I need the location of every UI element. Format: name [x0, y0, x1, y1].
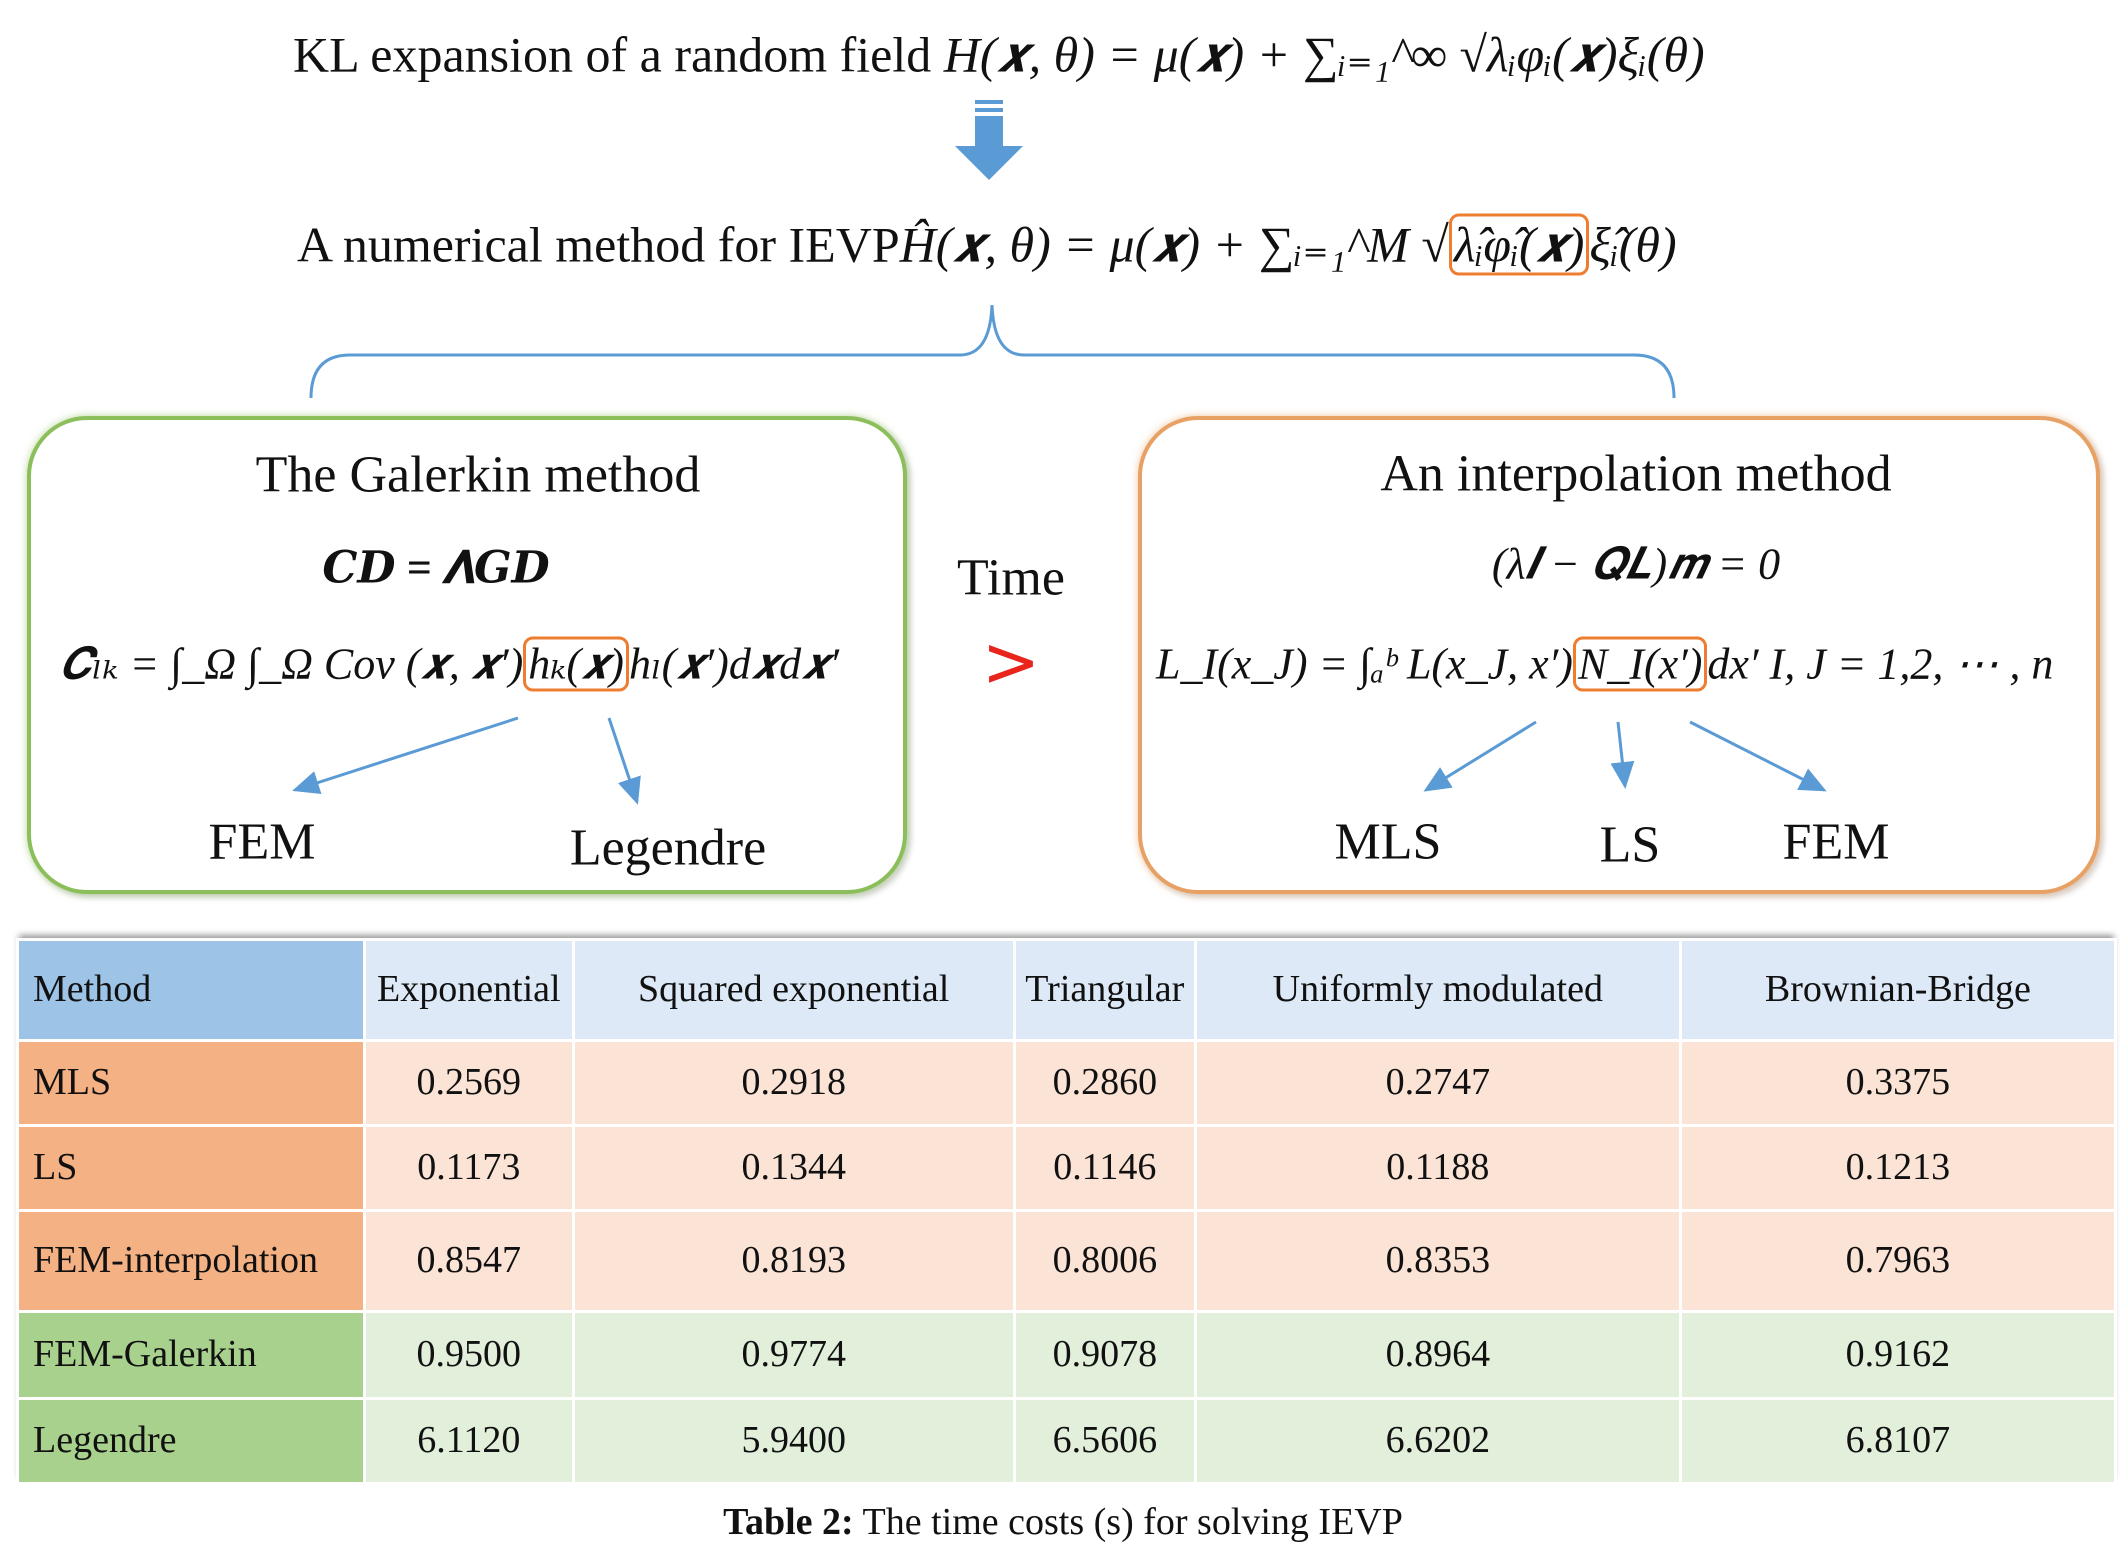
table-row: FEM-Galerkin 0.9500 0.9774 0.9078 0.8964…: [19, 1313, 2114, 1397]
value-cell: 0.2918: [574, 1042, 1013, 1124]
value-cell: 0.9774: [574, 1313, 1013, 1397]
table-row: FEM-interpolation 0.8547 0.8193 0.8006 0…: [19, 1212, 2114, 1310]
header-cell: Exponential: [366, 941, 572, 1039]
value-cell: 0.1213: [1681, 1127, 2114, 1209]
eigen-highlight: λ̂ᵢφ̂ᵢ(𝒙): [1448, 213, 1590, 276]
galerkin-formula-end: hₗ(𝒙′)d𝒙d𝒙′: [628, 639, 840, 689]
value-cell: 0.8964: [1196, 1313, 1679, 1397]
method-cell: FEM-interpolation: [19, 1212, 363, 1310]
caption-label: Table 2:: [723, 1501, 854, 1543]
time-label: Time: [957, 549, 1065, 607]
arrow-to-fem: [292, 716, 519, 795]
value-cell: 0.9162: [1681, 1313, 2114, 1397]
value-cell: 5.9400: [574, 1400, 1013, 1482]
method-cell: LS: [19, 1127, 363, 1209]
method-cell: FEM-Galerkin: [19, 1313, 363, 1397]
value-cell: 0.7963: [1681, 1212, 2114, 1310]
interpolation-formula: L_I(x_J) = ∫ₐᵇ L(x_J, x′) N_I(x′) dx′ I, J…: [1156, 636, 2054, 692]
table-header-row: Method Exponential Squared exponential T…: [19, 941, 2114, 1039]
numerical-formula-end: ξ̂ᵢ(θ): [1589, 216, 1677, 273]
label-ls: LS: [1599, 816, 1661, 874]
arrow-to-mls: [1423, 720, 1537, 792]
time-cost-table: Method Exponential Squared exponential T…: [16, 938, 2117, 1485]
value-cell: 0.1344: [574, 1127, 1013, 1209]
label-fem-interpolation: FEM: [1782, 813, 1890, 871]
kl-expansion-line: KL expansion of a random field H(𝒙, θ) =…: [293, 26, 1705, 85]
value-cell: 0.1146: [1015, 1127, 1194, 1209]
value-cell: 0.8193: [574, 1212, 1013, 1310]
value-cell: 0.2569: [366, 1042, 572, 1124]
galerkin-equation: 𝑪𝑫 = 𝚲𝑮𝑫: [322, 543, 550, 593]
connector-graphics: [309, 100, 1676, 399]
value-cell: 6.6202: [1196, 1400, 1679, 1482]
caption-text: The time costs (s) for solving IEVP: [853, 1501, 1403, 1543]
table-row: LS 0.1173 0.1344 0.1146 0.1188 0.1213: [19, 1127, 2114, 1209]
value-cell: 0.3375: [1681, 1042, 2114, 1124]
galerkin-formula: 𝑪ₗₖ = ∫_Ω ∫_Ω Cov (𝒙, 𝒙′) hₖ(𝒙) hₗ(𝒙′)d𝒙d𝒙…: [60, 636, 840, 692]
value-cell: 0.1188: [1196, 1127, 1679, 1209]
greater-than-symbol: >: [981, 621, 1041, 703]
header-cell: Method: [19, 941, 363, 1039]
numerical-method-line: A numerical method for IEVPĤ(𝒙, θ) = μ(𝒙…: [297, 213, 1677, 276]
value-cell: 6.1120: [366, 1400, 572, 1482]
value-cell: 6.8107: [1681, 1400, 2114, 1482]
basis-highlight: hₖ(𝒙): [523, 636, 629, 692]
value-cell: 0.8353: [1196, 1212, 1679, 1310]
table-row: Legendre 6.1120 5.9400 6.5606 6.6202 6.8…: [19, 1400, 2114, 1482]
method-cell: MLS: [19, 1042, 363, 1124]
label-legendre: Legendre: [569, 819, 767, 877]
interpolation-formula-end: dx′ I, J = 1,2, ⋯ , n: [1707, 639, 2054, 689]
table-caption: Table 2: The time costs (s) for solving …: [723, 1500, 1403, 1544]
value-cell: 0.9078: [1015, 1313, 1194, 1397]
numerical-method-text: A numerical method for IEVP: [297, 216, 900, 273]
value-cell: 0.8547: [366, 1212, 572, 1310]
method-arrows: [292, 716, 1827, 805]
label-mls: MLS: [1334, 813, 1442, 871]
value-cell: 0.8006: [1015, 1212, 1194, 1310]
down-arrow-icon: [955, 100, 1023, 180]
value-cell: 0.2860: [1015, 1042, 1194, 1124]
header-cell: Triangular: [1015, 941, 1194, 1039]
arrow-to-legendre: [607, 717, 641, 805]
numerical-formula-start: Ĥ(𝒙, θ) = μ(𝒙) + ∑ᵢ₌₁^M √: [899, 216, 1449, 273]
kl-expansion-formula: H(𝒙, θ) = μ(𝒙) + ∑ᵢ₌₁^∞ √λᵢφᵢ(𝒙)ξᵢ(θ): [943, 26, 1705, 83]
header-cell: Uniformly modulated: [1196, 941, 1679, 1039]
interpolation-equation: (λ𝑰 − 𝑸𝑳)𝒎 = 0: [1491, 539, 1781, 589]
galerkin-panel: [27, 416, 907, 894]
interpolation-title: An interpolation method: [1380, 445, 1892, 503]
interpolation-panel: [1138, 416, 2100, 894]
method-cell: Legendre: [19, 1400, 363, 1482]
value-cell: 6.5606: [1015, 1400, 1194, 1482]
arrow-to-fem-interp: [1689, 720, 1827, 792]
arrow-to-ls: [1610, 721, 1635, 789]
value-cell: 0.1173: [366, 1127, 572, 1209]
header-cell: Brownian-Bridge: [1681, 941, 2114, 1039]
label-fem-galerkin: FEM: [208, 813, 316, 871]
table-row: MLS 0.2569 0.2918 0.2860 0.2747 0.3375: [19, 1042, 2114, 1124]
galerkin-formula-start: 𝑪ₗₖ = ∫_Ω ∫_Ω Cov (𝒙, 𝒙′): [60, 639, 524, 689]
kl-expansion-text: KL expansion of a random field: [293, 26, 932, 83]
galerkin-title: The Galerkin method: [255, 446, 701, 504]
brace-connector: [309, 304, 1676, 399]
interpolation-formula-start: L_I(x_J) = ∫ₐᵇ L(x_J, x′): [1156, 639, 1573, 689]
value-cell: 0.9500: [366, 1313, 572, 1397]
header-cell: Squared exponential: [574, 941, 1013, 1039]
shape-function-highlight: N_I(x′): [1572, 636, 1708, 692]
value-cell: 0.2747: [1196, 1042, 1679, 1124]
